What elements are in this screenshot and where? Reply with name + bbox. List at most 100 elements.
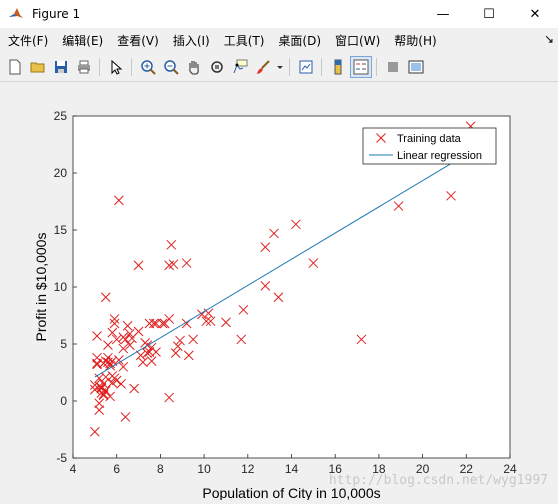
menu-desktop[interactable]: 桌面(D) [278,33,322,48]
data-point [92,331,102,341]
x-tick-label: 24 [503,462,517,476]
new-figure-button[interactable] [4,56,26,78]
toolbar-separator [321,58,322,76]
brush-button[interactable] [252,56,274,78]
data-point [94,398,105,409]
toolbar-separator [289,58,290,76]
data-point [205,316,216,327]
menu-window[interactable]: 窗口(W) [335,33,381,48]
menu-tools[interactable]: 工具(T) [223,33,265,48]
close-button[interactable]: ✕ [529,6,541,22]
data-point [118,361,129,372]
x-tick-label: 22 [460,462,474,476]
link-plot-icon [299,60,313,74]
x-tick-label: 4 [70,462,77,476]
data-point [148,318,159,329]
legend-icon [353,59,369,75]
rotate-button[interactable] [206,56,228,78]
data-point [107,377,118,388]
print-button[interactable] [73,56,95,78]
y-tick-label: 5 [60,337,67,351]
figure-canvas[interactable]: 4 6 8 10 12 14 16 18 20 22 24 -5 0 5 10 15 20 25 Populati… [0,82,558,501]
maximize-button[interactable]: ☐ [483,6,495,22]
insert-legend-button[interactable] [350,56,372,78]
data-point [124,328,135,339]
show-tools-icon [408,60,424,74]
data-point [140,338,150,348]
data-point [291,219,301,230]
x-tick-label: 14 [285,462,299,476]
data-markers [89,121,476,437]
menu-bar: 文件(F) 编辑(E) 查看(V) 插入(I) 工具(T) 桌面(D) 窗口(W… [0,28,558,52]
data-point [146,356,157,366]
data-point [151,347,161,357]
data-point [109,318,120,329]
data-point [100,385,111,396]
watermark-text: http://blog.csdn.net/wyg1997 [328,473,548,488]
data-point [201,316,212,327]
data-point [118,343,129,354]
data-point [133,260,144,271]
zoom-out-icon [164,60,179,75]
data-point [164,392,174,403]
menu-dock-arrow-icon[interactable]: ↘ [543,32,554,46]
pan-button[interactable] [183,56,205,78]
edit-plot-button[interactable] [105,56,127,78]
zoom-in-icon [141,60,156,75]
open-button[interactable] [27,56,49,78]
data-point [107,327,118,338]
menu-file[interactable]: 文件(F) [8,33,49,48]
data-point [129,383,140,394]
data-cursor-button[interactable] [229,56,251,78]
data-point [166,239,177,250]
data-point [188,334,199,345]
menu-edit[interactable]: 编辑(E) [62,33,104,48]
data-point [260,242,271,252]
data-point [175,335,185,346]
data-cursor-icon [233,59,248,74]
figure-toolbar [0,53,558,82]
data-point [114,195,124,206]
menu-view[interactable]: 查看(V) [117,33,159,48]
hide-plot-tools-button[interactable] [382,56,404,78]
brush-icon [257,60,270,74]
show-plot-tools-button[interactable] [405,56,427,78]
menu-insert[interactable]: 插入(I) [172,33,210,48]
legend-label-training: Training data [397,133,462,145]
data-point [393,201,404,211]
zoom-out-button[interactable] [160,56,182,78]
data-point [133,326,144,337]
data-point [356,334,367,345]
brush-dropdown[interactable] [275,56,285,78]
toolbar-separator [376,58,377,76]
data-point [168,259,179,270]
data-point [96,382,107,393]
minimize-button[interactable]: — [436,6,450,22]
data-point [89,384,100,395]
data-point [89,426,100,437]
regression-line [94,147,478,378]
link-plot-button[interactable] [295,56,317,78]
data-point [111,334,122,345]
matlab-icon [9,8,23,18]
data-point [89,380,100,390]
axes-background [72,115,511,459]
data-point [170,348,181,358]
scatter-plot[interactable]: 4 6 8 10 12 14 16 18 20 22 24 -5 0 5 10 15 20 25 Populati… [0,82,558,501]
x-axis-label: Population of City in 10,000s [202,485,380,500]
zoom-in-button[interactable] [137,56,159,78]
x-tick-label: 12 [241,462,255,476]
data-point [138,357,148,368]
data-point [135,350,146,361]
y-axis-label: Profit in $10,000s [33,233,49,342]
toolbar-separator [131,58,132,76]
menu-help[interactable]: 帮助(H) [394,33,437,48]
insert-colorbar-button[interactable] [327,56,349,78]
x-tick-label: 16 [329,462,343,476]
save-button[interactable] [50,56,72,78]
legend-marker-icon [376,133,386,143]
colorbar-icon [334,59,342,75]
window-title: Figure 1 [32,7,81,21]
legend[interactable]: Training data Linear regression [362,127,497,165]
printer-icon [78,60,90,74]
